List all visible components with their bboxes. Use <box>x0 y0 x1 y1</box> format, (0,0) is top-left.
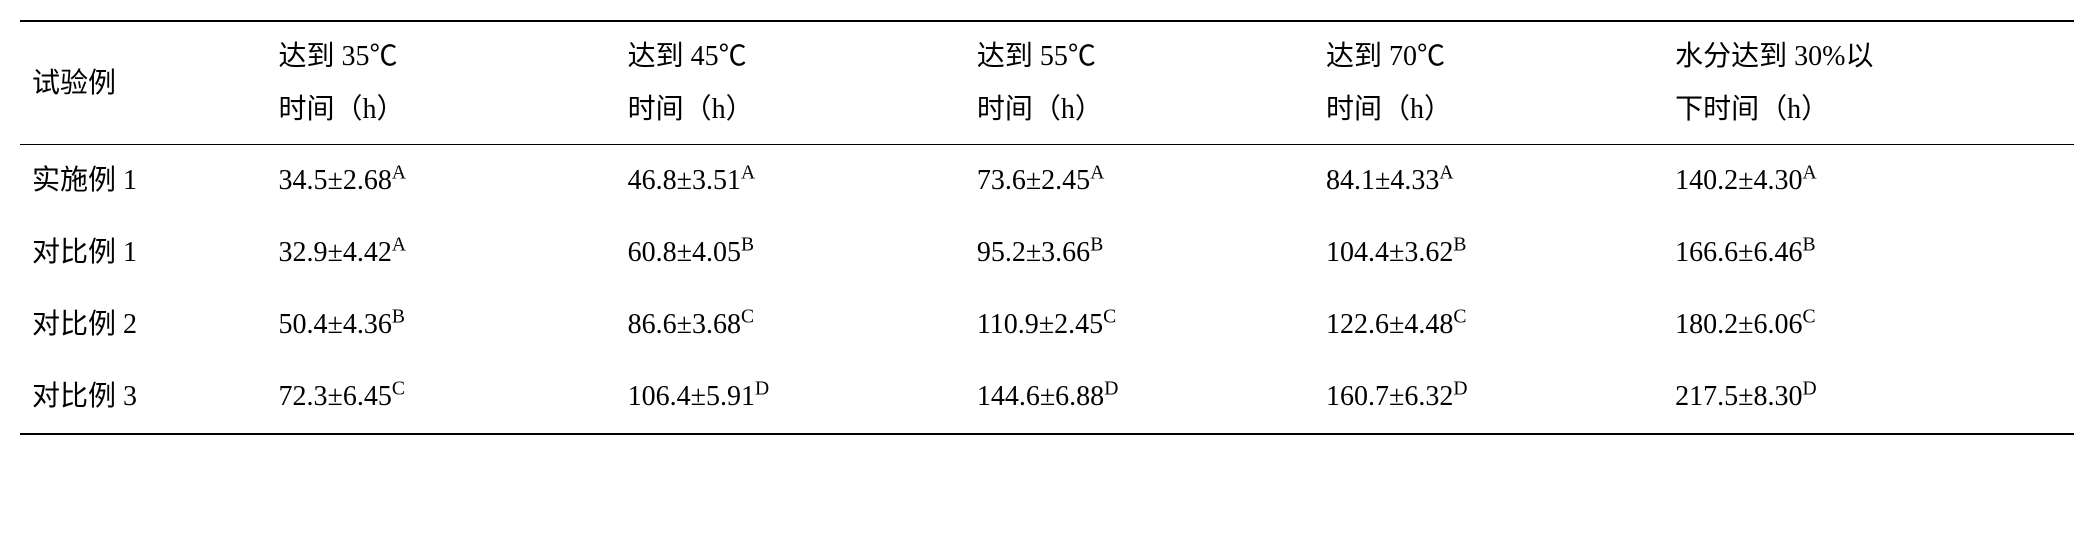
data-cell: 73.6±2.45A <box>965 145 1314 218</box>
header-label-line2: 时间（h） <box>1326 94 1452 125</box>
header-label-line2: 时间（h） <box>628 94 754 125</box>
data-cell: 106.4±5.91D <box>616 361 965 434</box>
data-table: 试验例 达到 35℃ 时间（h） 达到 45℃ 时间（h） 达到 55℃ 时间（… <box>20 20 2074 435</box>
cell-value: 180.2±6.06 <box>1675 309 1802 340</box>
column-header-55c: 达到 55℃ 时间（h） <box>965 21 1314 145</box>
row-label: 对比例 3 <box>20 361 266 434</box>
data-cell: 110.9±2.45C <box>965 289 1314 361</box>
cell-superscript: B <box>741 235 754 256</box>
cell-value: 84.1±4.33 <box>1326 165 1439 196</box>
cell-superscript: B <box>392 307 405 328</box>
column-header-35c: 达到 35℃ 时间（h） <box>266 21 615 145</box>
cell-value: 160.7±6.32 <box>1326 381 1453 412</box>
cell-superscript: D <box>755 379 769 400</box>
cell-superscript: D <box>1803 379 1817 400</box>
header-label: 试验例 <box>32 68 116 99</box>
cell-superscript: B <box>1803 235 1816 256</box>
data-cell: 122.6±4.48C <box>1314 289 1663 361</box>
cell-value: 86.6±3.68 <box>628 309 741 340</box>
cell-superscript: C <box>741 307 754 328</box>
cell-value: 106.4±5.91 <box>628 381 755 412</box>
data-cell: 104.4±3.62B <box>1314 217 1663 289</box>
cell-value: 140.2±4.30 <box>1675 165 1802 196</box>
header-label-line2: 时间（h） <box>278 94 404 125</box>
header-label-line2: 时间（h） <box>977 94 1103 125</box>
data-cell: 217.5±8.30D <box>1663 361 2074 434</box>
column-header-trial: 试验例 <box>20 21 266 145</box>
cell-superscript: A <box>392 163 406 184</box>
row-label: 实施例 1 <box>20 145 266 218</box>
cell-value: 72.3±6.45 <box>278 381 391 412</box>
cell-superscript: C <box>1103 307 1116 328</box>
cell-superscript: A <box>1803 163 1817 184</box>
cell-value: 46.8±3.51 <box>628 165 741 196</box>
cell-superscript: C <box>1453 307 1466 328</box>
cell-superscript: C <box>392 379 405 400</box>
data-cell: 60.8±4.05B <box>616 217 965 289</box>
cell-value: 34.5±2.68 <box>278 165 391 196</box>
data-cell: 86.6±3.68C <box>616 289 965 361</box>
header-label-line1: 达到 55℃ <box>977 41 1096 72</box>
cell-superscript: B <box>1090 235 1103 256</box>
cell-superscript: A <box>1439 163 1453 184</box>
data-cell: 160.7±6.32D <box>1314 361 1663 434</box>
cell-superscript: D <box>1453 379 1467 400</box>
column-header-70c: 达到 70℃ 时间（h） <box>1314 21 1663 145</box>
cell-superscript: D <box>1104 379 1118 400</box>
cell-value: 95.2±3.66 <box>977 237 1090 268</box>
column-header-moisture: 水分达到 30%以 下时间（h） <box>1663 21 2074 145</box>
header-label-line2: 下时间（h） <box>1675 94 1829 125</box>
column-header-45c: 达到 45℃ 时间（h） <box>616 21 965 145</box>
data-cell: 84.1±4.33A <box>1314 145 1663 218</box>
header-label-line1: 达到 45℃ <box>628 41 747 72</box>
data-cell: 72.3±6.45C <box>266 361 615 434</box>
cell-superscript: A <box>392 235 406 256</box>
cell-value: 217.5±8.30 <box>1675 381 1802 412</box>
cell-value: 32.9±4.42 <box>278 237 391 268</box>
data-cell: 50.4±4.36B <box>266 289 615 361</box>
data-cell: 166.6±6.46B <box>1663 217 2074 289</box>
cell-superscript: A <box>1090 163 1104 184</box>
table-row: 对比例 1 32.9±4.42A 60.8±4.05B 95.2±3.66B 1… <box>20 217 2074 289</box>
data-cell: 32.9±4.42A <box>266 217 615 289</box>
table-row: 对比例 3 72.3±6.45C 106.4±5.91D 144.6±6.88D… <box>20 361 2074 434</box>
row-label: 对比例 1 <box>20 217 266 289</box>
data-cell: 180.2±6.06C <box>1663 289 2074 361</box>
header-label-line1: 水分达到 30%以 <box>1675 41 1873 72</box>
cell-superscript: C <box>1803 307 1816 328</box>
cell-value: 104.4±3.62 <box>1326 237 1453 268</box>
cell-superscript: A <box>741 163 755 184</box>
header-label-line1: 达到 35℃ <box>278 41 397 72</box>
cell-value: 166.6±6.46 <box>1675 237 1802 268</box>
table-row: 对比例 2 50.4±4.36B 86.6±3.68C 110.9±2.45C … <box>20 289 2074 361</box>
cell-superscript: B <box>1453 235 1466 256</box>
header-label-line1: 达到 70℃ <box>1326 41 1445 72</box>
cell-value: 144.6±6.88 <box>977 381 1104 412</box>
table-row: 实施例 1 34.5±2.68A 46.8±3.51A 73.6±2.45A 8… <box>20 145 2074 218</box>
data-cell: 95.2±3.66B <box>965 217 1314 289</box>
table-body: 实施例 1 34.5±2.68A 46.8±3.51A 73.6±2.45A 8… <box>20 145 2074 435</box>
cell-value: 60.8±4.05 <box>628 237 741 268</box>
data-cell: 144.6±6.88D <box>965 361 1314 434</box>
data-cell: 34.5±2.68A <box>266 145 615 218</box>
cell-value: 110.9±2.45 <box>977 309 1103 340</box>
row-label: 对比例 2 <box>20 289 266 361</box>
data-cell: 46.8±3.51A <box>616 145 965 218</box>
cell-value: 122.6±4.48 <box>1326 309 1453 340</box>
table-header-row: 试验例 达到 35℃ 时间（h） 达到 45℃ 时间（h） 达到 55℃ 时间（… <box>20 21 2074 145</box>
cell-value: 73.6±2.45 <box>977 165 1090 196</box>
data-cell: 140.2±4.30A <box>1663 145 2074 218</box>
cell-value: 50.4±4.36 <box>278 309 391 340</box>
